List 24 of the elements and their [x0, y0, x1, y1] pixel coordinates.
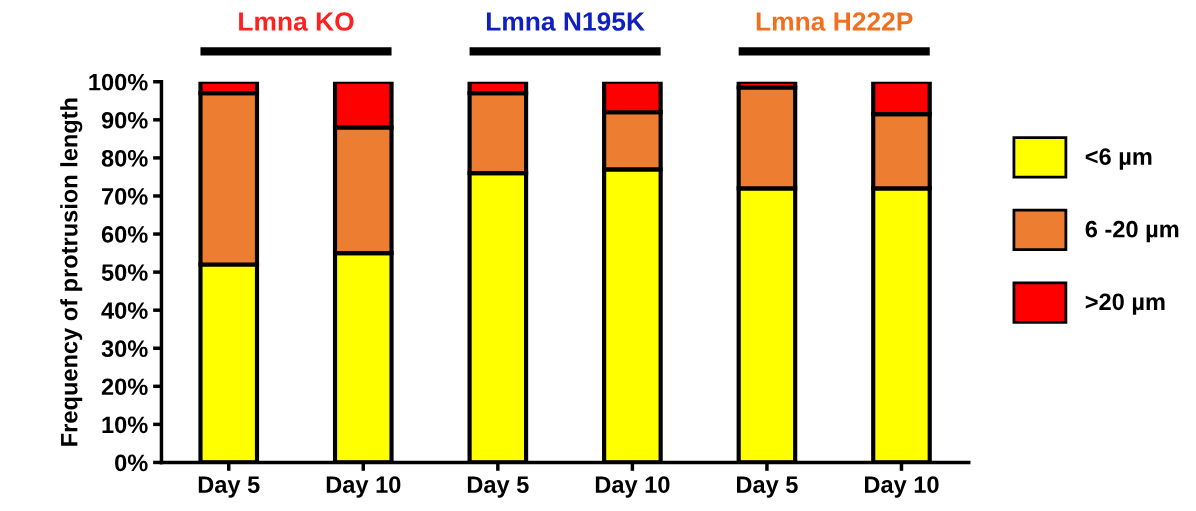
y-tick-label: 40%	[101, 302, 148, 319]
y-tick-label: 70%	[102, 188, 148, 205]
x-tick-label: Day 5	[737, 476, 798, 498]
y-tick-label: 0%	[115, 454, 148, 472]
y-axis-title: Frequency of protrusion length	[60, 98, 83, 446]
legend-label: 6 -20 µm	[1085, 220, 1179, 243]
y-tick-label: 50%	[101, 264, 148, 281]
x-tick-label: Day 5	[198, 476, 260, 498]
x-tick-label: Day 10	[326, 476, 401, 498]
y-tick-label: 80%	[101, 149, 148, 167]
y-tick-label: 90%	[101, 111, 148, 129]
text: Lmna KO	[239, 12, 354, 31]
x-tick-label: Day 10	[595, 476, 670, 498]
x-tick-label: Day 5	[467, 476, 529, 498]
y-tick-label: 10%	[102, 416, 148, 434]
legend-label: <6 µm	[1085, 148, 1152, 170]
x-tick-label: Day 10	[865, 476, 939, 498]
y-tick-label: 20%	[101, 378, 148, 396]
y-tick-label: 100%	[89, 73, 148, 91]
y-tick-label: 60%	[101, 226, 148, 243]
text: Lmna N195K	[486, 12, 645, 31]
text: Lmna H222P	[756, 12, 913, 31]
y-tick-label: 30%	[101, 340, 148, 358]
legend-label: >20 µm	[1085, 293, 1165, 315]
